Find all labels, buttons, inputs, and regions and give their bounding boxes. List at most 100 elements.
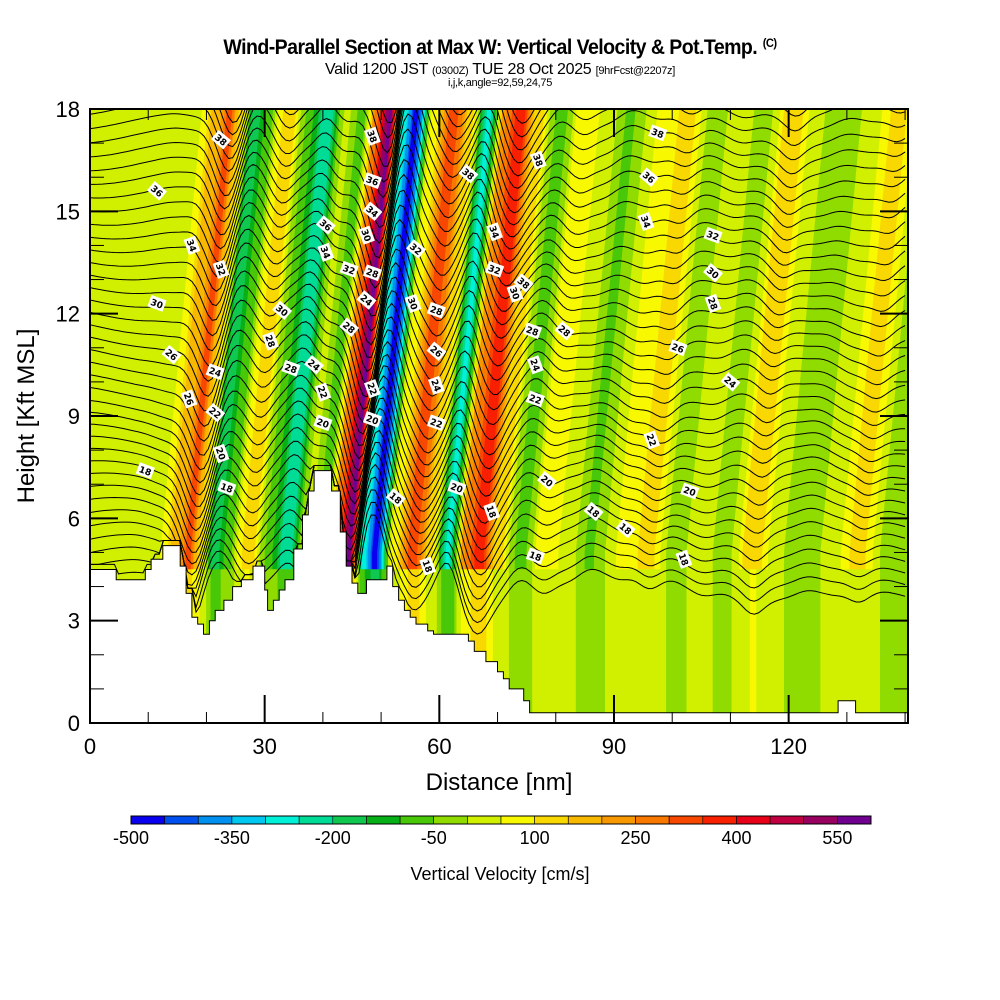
contour-label-box bbox=[362, 411, 382, 428]
w-band-low bbox=[846, 569, 851, 723]
w-band-low bbox=[706, 569, 711, 723]
contour-label-box bbox=[704, 293, 722, 313]
forecast-info: [9hrFcst@2207z] bbox=[595, 65, 676, 77]
contour-label: 20 bbox=[212, 443, 230, 464]
contour-label: 28 bbox=[362, 264, 382, 282]
axis-ticks bbox=[89, 108, 908, 724]
chart-title-text: Wind-Parallel Section at Max W: Vertical… bbox=[223, 36, 758, 59]
colorbar-tick-label: -500 bbox=[113, 828, 149, 848]
contour-label: 24 bbox=[428, 375, 445, 395]
theta-contour bbox=[90, 173, 906, 304]
contour-label: 28 bbox=[704, 293, 722, 313]
colorbar-frame bbox=[130, 815, 872, 825]
x-tick-label: 120 bbox=[770, 734, 807, 759]
contour-label: 18 bbox=[483, 501, 501, 522]
contour-label-text: 36 bbox=[364, 175, 379, 189]
contour-label-box bbox=[486, 222, 503, 242]
w-band-low bbox=[697, 569, 702, 723]
w-band-low bbox=[587, 569, 592, 723]
w-band-low bbox=[831, 569, 836, 723]
contour-label-box bbox=[212, 259, 230, 279]
w-band-low bbox=[746, 569, 751, 723]
colorbar-swatch bbox=[500, 815, 535, 825]
contour-label-text: 20 bbox=[315, 417, 330, 431]
x-tick-label: 60 bbox=[427, 734, 451, 759]
contour-label: 28 bbox=[522, 322, 543, 340]
contour-label-text: 38 bbox=[650, 127, 665, 141]
w-band-low bbox=[805, 569, 811, 723]
w-band-low bbox=[666, 569, 670, 723]
w-band-low bbox=[555, 569, 560, 723]
contour-label: 18 bbox=[217, 479, 237, 496]
w-band-low bbox=[715, 569, 720, 723]
w-band-low bbox=[840, 569, 845, 723]
w-band-low bbox=[619, 569, 624, 723]
theta-contour bbox=[90, 290, 906, 410]
contour-label-text: 20 bbox=[449, 482, 464, 496]
contour-label-box bbox=[483, 501, 501, 522]
x-tick-label: 90 bbox=[602, 734, 626, 759]
contour-label-text: 34 bbox=[638, 215, 652, 230]
w-band-low bbox=[626, 569, 632, 723]
w-band-low bbox=[762, 569, 766, 723]
w-band-low bbox=[593, 569, 599, 723]
contour-label-box bbox=[668, 339, 688, 357]
w-band-low bbox=[855, 569, 859, 723]
contour-label: 22 bbox=[643, 430, 661, 450]
contour-label-box bbox=[506, 283, 524, 303]
contour-label: 18 bbox=[419, 556, 437, 576]
contour-label-text: 32 bbox=[213, 262, 227, 277]
theta-contour bbox=[90, 109, 906, 183]
contour-label-box bbox=[537, 471, 557, 491]
contour-label: 20 bbox=[680, 482, 700, 500]
contour-label-box bbox=[703, 262, 723, 283]
w-band-low bbox=[558, 569, 562, 723]
contour-label-box bbox=[161, 344, 182, 365]
contour-label-text: 24 bbox=[428, 378, 442, 393]
w-band-low bbox=[712, 569, 717, 723]
w-band-low bbox=[753, 569, 757, 723]
theta-contour bbox=[90, 465, 906, 624]
w-band-low bbox=[731, 569, 736, 723]
contour-label-text: 20 bbox=[364, 414, 379, 428]
w-band-low bbox=[641, 569, 646, 723]
contour-label-box bbox=[135, 462, 155, 479]
contour-label-text: 26 bbox=[181, 392, 195, 407]
contour-label: 20 bbox=[447, 479, 467, 496]
contour-label-text: 32 bbox=[705, 230, 720, 244]
contour-label-text: 32 bbox=[341, 264, 356, 278]
w-band-low bbox=[759, 569, 763, 723]
contour-label-box bbox=[648, 124, 668, 142]
w-band-low bbox=[601, 569, 606, 723]
theta-contour bbox=[90, 353, 906, 472]
contour-label-box bbox=[385, 488, 406, 508]
w-band-low bbox=[894, 569, 899, 723]
contour-label: 26 bbox=[668, 339, 688, 357]
w-band-low bbox=[724, 569, 729, 723]
contour-label-box bbox=[147, 181, 167, 201]
colorbar-title: Vertical Velocity [cm/s] bbox=[410, 864, 589, 884]
colorbar-swatch bbox=[803, 815, 838, 825]
w-band-low bbox=[837, 569, 842, 723]
w-band-low bbox=[604, 569, 610, 723]
w-band-low bbox=[575, 569, 580, 723]
contour-label: 22 bbox=[426, 414, 446, 432]
contour-label-box bbox=[426, 414, 446, 432]
terrain-mask bbox=[89, 470, 909, 724]
contour-label-text: 18 bbox=[483, 504, 497, 519]
contour-label-box bbox=[362, 172, 382, 189]
contour-label-text: 30 bbox=[507, 286, 521, 301]
w-band-low bbox=[648, 569, 653, 723]
contour-label: 34 bbox=[183, 235, 201, 255]
contour-label: 24 bbox=[527, 355, 544, 375]
contour-label-box bbox=[447, 479, 467, 496]
contour-label: 30 bbox=[358, 225, 375, 245]
contour-label-box bbox=[638, 167, 659, 187]
colorbar-swatch bbox=[769, 815, 804, 825]
contour-label-text: 28 bbox=[283, 363, 298, 377]
w-band bbox=[902, 494, 908, 570]
contour-label-text: 22 bbox=[428, 417, 443, 431]
contour-label: 30 bbox=[506, 283, 524, 303]
contour-label: 30 bbox=[147, 295, 167, 312]
